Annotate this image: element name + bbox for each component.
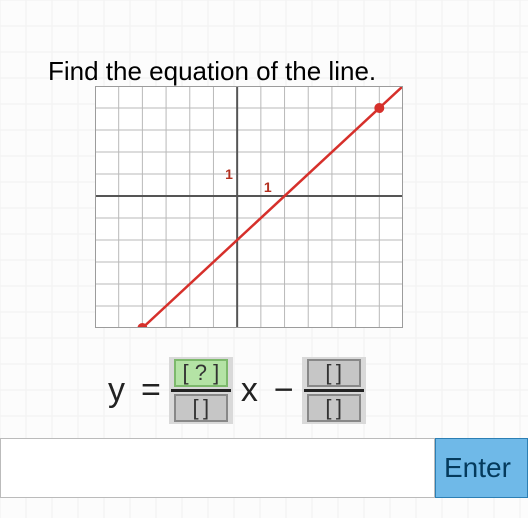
svg-text:1: 1 [264,179,272,195]
fraction-bar [304,389,364,392]
slope-denominator-slot[interactable]: [ ] [174,394,228,422]
intercept-numerator-slot[interactable]: [ ] [307,359,361,387]
enter-button[interactable]: Enter [435,438,528,498]
equation-operator: − [266,371,302,410]
equation-lhs: y [100,371,133,410]
slope-numerator-slot[interactable]: [ ? ] [174,359,228,387]
fraction-bar [171,389,231,392]
intercept-fraction: [ ] [ ] [302,357,366,424]
graph-panel: 11 [95,86,403,328]
slope-fraction: [ ? ] [ ] [169,357,233,424]
equation-variable: x [233,371,266,410]
equation-template: y = [ ? ] [ ] x − [ ] [ ] [100,356,366,424]
line-chart: 11 [95,86,403,328]
equation-equals: = [133,371,169,410]
question-prompt: Find the equation of the line. [48,56,376,87]
intercept-denominator-slot[interactable]: [ ] [307,394,361,422]
answer-row: Enter [0,438,528,498]
svg-text:1: 1 [225,166,233,182]
answer-input[interactable] [0,438,435,498]
